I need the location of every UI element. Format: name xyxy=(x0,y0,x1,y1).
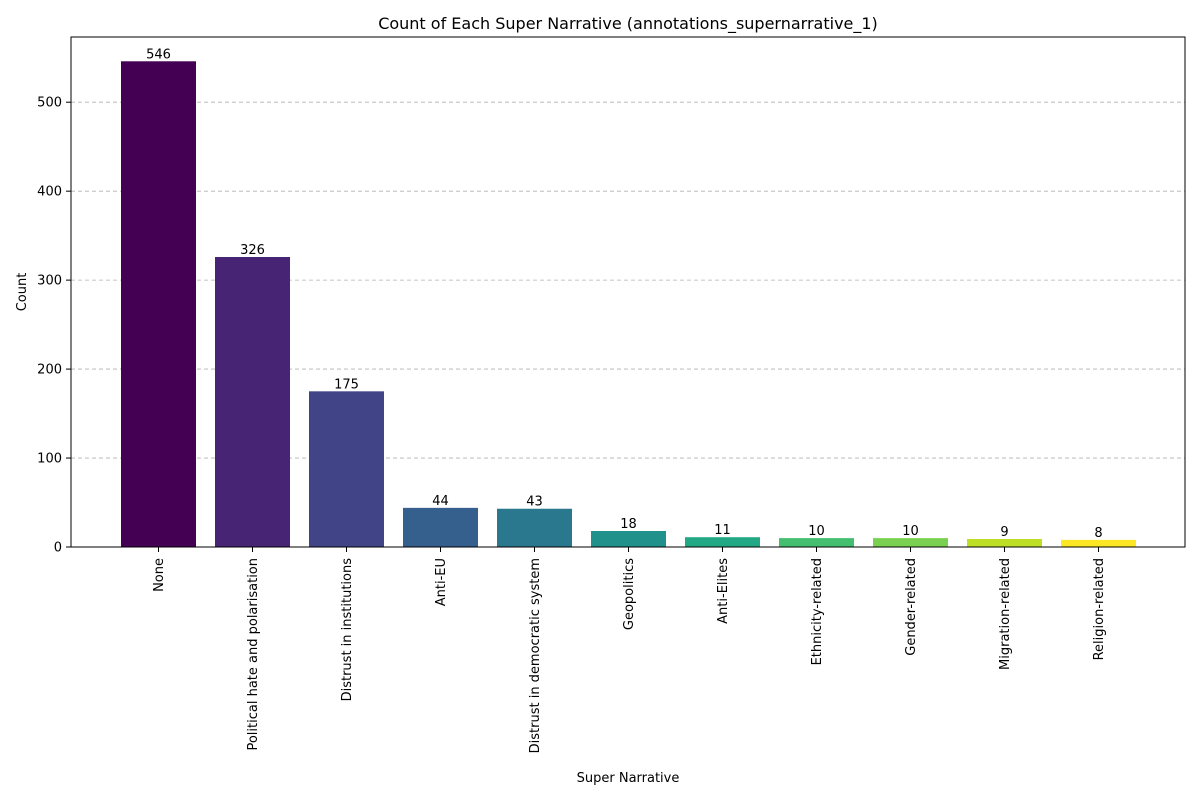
bar-value-label: 18 xyxy=(620,517,637,532)
bar-value-label: 44 xyxy=(432,494,449,509)
y-tick-label: 0 xyxy=(54,541,62,556)
bar xyxy=(873,538,948,547)
x-tick-label: Gender-related xyxy=(904,558,919,656)
bar-value-label: 546 xyxy=(146,47,171,62)
y-tick-label: 400 xyxy=(37,185,62,200)
x-tick-label: Migration-related xyxy=(998,558,1013,670)
x-tick-label: Ethnicity-related xyxy=(810,558,825,665)
bar-value-label: 10 xyxy=(902,524,919,539)
bar xyxy=(591,530,666,547)
bar-value-label: 11 xyxy=(714,523,731,538)
y-tick-label: 100 xyxy=(37,452,62,467)
bar-value-label: 175 xyxy=(334,377,359,392)
x-tick-label: Religion-related xyxy=(1092,558,1107,660)
x-tick-label: Geopolitics xyxy=(622,558,637,630)
bar-value-label: 8 xyxy=(1094,526,1102,541)
x-tick-label: Distrust in institutions xyxy=(340,558,355,702)
bar xyxy=(685,537,760,547)
y-axis-label: Count xyxy=(15,273,30,312)
bars xyxy=(121,61,1136,548)
x-axis-label: Super Narrative xyxy=(577,771,680,786)
y-tick-label: 300 xyxy=(37,274,62,289)
bar-value-label: 43 xyxy=(526,495,543,510)
y-axis: 0 100 200 300 400 500 xyxy=(37,96,71,556)
bar xyxy=(403,507,478,547)
bar xyxy=(215,256,290,547)
y-tick-label: 200 xyxy=(37,363,62,378)
bar xyxy=(121,61,196,548)
x-tick-label: Anti-Elites xyxy=(716,558,731,624)
x-axis: None Political hate and polarisation Distr… xyxy=(152,547,1107,753)
bar-value-label: 10 xyxy=(808,524,825,539)
x-tick-label: Distrust in democratic system xyxy=(528,558,543,753)
bar-value-label: 9 xyxy=(1000,525,1008,540)
x-tick-label: Anti-EU xyxy=(434,558,449,606)
bar-value-labels: 546 326 175 44 43 18 11 10 10 9 8 xyxy=(146,47,1103,541)
bar xyxy=(779,538,854,547)
bar xyxy=(497,508,572,547)
chart-title: Count of Each Super Narrative (annotatio… xyxy=(378,14,878,34)
x-tick-label: None xyxy=(152,558,167,592)
y-tick-label: 500 xyxy=(37,96,62,111)
bar xyxy=(967,538,1042,547)
x-tick-label: Political hate and polarisation xyxy=(246,558,261,751)
bar xyxy=(1061,539,1136,547)
bar-value-label: 326 xyxy=(240,243,265,258)
bar xyxy=(309,391,384,547)
